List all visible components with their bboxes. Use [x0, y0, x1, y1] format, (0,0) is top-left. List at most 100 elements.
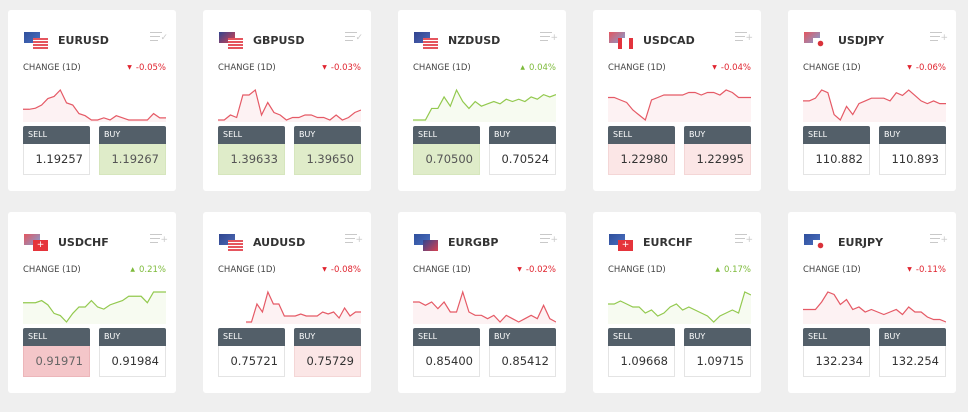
change-value: ▲ 0.21%: [130, 265, 166, 275]
pair-title: AUDUSD: [253, 236, 306, 249]
sell-button[interactable]: SELL 0.91971: [23, 328, 90, 377]
sparkline-line: [23, 88, 166, 121]
sparkline-line: [608, 291, 751, 323]
buy-button[interactable]: BUY 0.70524: [489, 126, 556, 175]
pair-title: GBPUSD: [253, 34, 305, 47]
sell-button[interactable]: SELL 0.75721: [218, 328, 285, 377]
sell-button[interactable]: SELL 1.22980: [608, 126, 675, 175]
currency-card-usdcad[interactable]: USDCAD + CHANGE (1D) ▼ -0.04% SELL 1.2298…: [593, 10, 761, 191]
buy-button[interactable]: BUY 0.85412: [489, 328, 556, 377]
sparkline-area: [608, 292, 751, 324]
buy-button[interactable]: BUY 0.91984: [99, 328, 166, 377]
buy-label: BUY: [489, 126, 556, 144]
buy-button[interactable]: BUY 0.75729: [294, 328, 361, 377]
eu-us-flag-icon: [24, 32, 50, 50]
change-value: ▲ 0.17%: [715, 265, 751, 275]
change-label: CHANGE (1D): [803, 63, 861, 73]
list-add-icon[interactable]: +: [540, 32, 558, 44]
sparkline-line: [803, 89, 946, 121]
triangle-up-icon: ▲: [130, 266, 135, 273]
gb-us-flag-icon: [219, 32, 245, 50]
currency-card-gbpusd[interactable]: GBPUSD ✓ CHANGE (1D) ▼ -0.03% SELL 1.3963…: [203, 10, 371, 191]
change-value: ▼ -0.08%: [322, 265, 361, 275]
sell-button[interactable]: SELL 110.882: [803, 126, 870, 175]
au-us-flag-icon: [219, 234, 245, 252]
sell-label: SELL: [803, 328, 870, 346]
pair-title: EURGBP: [448, 236, 499, 249]
sparkline-area: [608, 90, 751, 122]
list-check-icon[interactable]: ✓: [150, 32, 168, 44]
buy-button[interactable]: BUY 1.19267: [99, 126, 166, 175]
us-jp-flag-icon: [804, 32, 830, 50]
buy-button[interactable]: BUY 110.893: [879, 126, 946, 175]
sparkline-area: [803, 292, 946, 324]
currency-card-usdjpy[interactable]: USDJPY + CHANGE (1D) ▼ -0.06% SELL 110.88…: [788, 10, 956, 191]
sell-label: SELL: [608, 126, 675, 144]
list-add-icon[interactable]: +: [150, 234, 168, 246]
sell-label: SELL: [218, 328, 285, 346]
sell-button[interactable]: SELL 1.09668: [608, 328, 675, 377]
sparkline-area: [413, 90, 556, 122]
list-add-icon[interactable]: +: [540, 234, 558, 246]
buy-label: BUY: [99, 328, 166, 346]
currency-card-eurusd[interactable]: EURUSD ✓ CHANGE (1D) ▼ -0.05% SELL 1.1925…: [8, 10, 176, 191]
currency-card-audusd[interactable]: AUDUSD + CHANGE (1D) ▼ -0.08% SELL 0.7572…: [203, 212, 371, 393]
change-percent: 0.04%: [528, 63, 556, 73]
pair-title: USDCHF: [58, 236, 109, 249]
currency-card-nzdusd[interactable]: NZDUSD + CHANGE (1D) ▲ 0.04% SELL 0.70500…: [398, 10, 566, 191]
currency-card-eurchf[interactable]: + EURCHF + CHANGE (1D) ▲ 0.17% SELL 1.096…: [593, 212, 761, 393]
change-percent: -0.04%: [720, 63, 751, 73]
sell-button[interactable]: SELL 0.85400: [413, 328, 480, 377]
sell-button[interactable]: SELL 0.70500: [413, 126, 480, 175]
sparkline-chart: [803, 291, 946, 324]
buy-button[interactable]: BUY 1.22995: [684, 126, 751, 175]
currency-card-eurgbp[interactable]: EURGBP + CHANGE (1D) ▼ -0.02% SELL 0.8540…: [398, 212, 566, 393]
sell-label: SELL: [413, 328, 480, 346]
list-check-icon[interactable]: ✓: [345, 32, 363, 44]
sell-label: SELL: [218, 126, 285, 144]
triangle-down-icon: ▼: [322, 64, 327, 71]
list-add-icon[interactable]: +: [735, 32, 753, 44]
sparkline-chart: [608, 89, 751, 122]
triangle-down-icon: ▼: [907, 64, 912, 71]
sparkline-chart: [23, 88, 166, 122]
sell-button[interactable]: SELL 132.234: [803, 328, 870, 377]
list-add-icon[interactable]: +: [735, 234, 753, 246]
buy-label: BUY: [879, 126, 946, 144]
triangle-down-icon: ▼: [907, 266, 912, 273]
currency-card-eurjpy[interactable]: EURJPY + CHANGE (1D) ▼ -0.11% SELL 132.23…: [788, 212, 956, 393]
eu-jp-flag-icon: [804, 234, 830, 252]
change-value: ▼ -0.02%: [517, 265, 556, 275]
buy-price: 1.19267: [99, 144, 166, 175]
change-label: CHANGE (1D): [413, 265, 471, 275]
sell-button[interactable]: SELL 1.39633: [218, 126, 285, 175]
change-value: ▼ -0.04%: [712, 63, 751, 73]
currency-card-usdchf[interactable]: + USDCHF + CHANGE (1D) ▲ 0.21% SELL 0.919…: [8, 212, 176, 393]
change-label: CHANGE (1D): [23, 265, 81, 275]
buy-label: BUY: [294, 126, 361, 144]
sell-price: 0.70500: [413, 144, 480, 175]
sparkline-chart: [803, 89, 946, 122]
buy-price: 0.70524: [489, 144, 556, 175]
buy-price: 132.254: [879, 346, 946, 377]
buy-price: 0.91984: [99, 346, 166, 377]
sparkline-line: [413, 290, 556, 323]
sparkline-chart: [218, 88, 361, 122]
buy-button[interactable]: BUY 1.39650: [294, 126, 361, 175]
change-value: ▼ -0.11%: [907, 265, 946, 275]
sparkline-chart: [413, 88, 556, 122]
buy-button[interactable]: BUY 1.09715: [684, 328, 751, 377]
buy-button[interactable]: BUY 132.254: [879, 328, 946, 377]
triangle-down-icon: ▼: [127, 64, 132, 71]
list-add-icon[interactable]: +: [930, 32, 948, 44]
list-add-icon[interactable]: +: [930, 234, 948, 246]
buy-price: 1.09715: [684, 346, 751, 377]
sparkline-line: [803, 291, 946, 323]
sparkline-chart: [608, 291, 751, 324]
sell-button[interactable]: SELL 1.19257: [23, 126, 90, 175]
list-add-icon[interactable]: +: [345, 234, 363, 246]
sparkline-area: [23, 90, 166, 122]
sell-price: 0.91971: [23, 346, 90, 377]
sparkline-area: [218, 90, 361, 122]
change-percent: -0.02%: [525, 265, 556, 275]
